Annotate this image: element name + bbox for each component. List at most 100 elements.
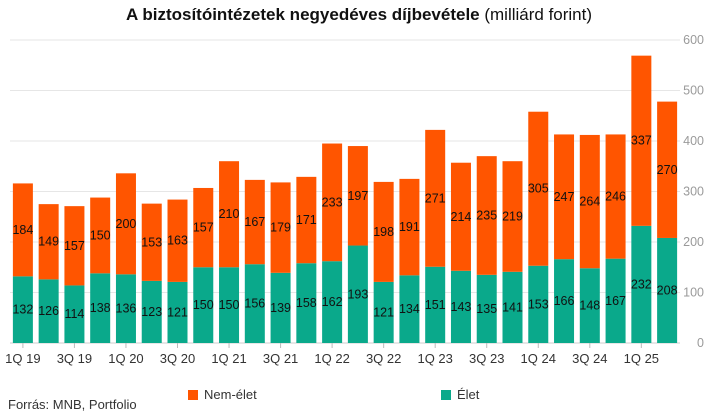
bar-nonlife [193, 187, 214, 268]
legend-item-life: Élet [441, 387, 479, 402]
bar-nonlife [12, 183, 33, 277]
data-label-nonlife: 191 [399, 220, 420, 234]
bar-life [347, 245, 368, 343]
data-label-life: 139 [270, 301, 291, 315]
legend-label-life: Élet [457, 387, 480, 402]
bar-life [90, 273, 111, 343]
data-label-nonlife: 235 [476, 208, 497, 222]
bar-nonlife [296, 176, 317, 264]
data-label-nonlife: 337 [631, 134, 652, 148]
data-label-nonlife: 171 [296, 213, 317, 227]
bar-life [12, 276, 33, 343]
data-label-nonlife: 247 [554, 190, 575, 204]
bar-nonlife [373, 181, 394, 282]
bar-life [528, 265, 549, 343]
bar-nonlife [167, 199, 188, 282]
data-label-life: 135 [476, 302, 497, 316]
data-label-life: 136 [116, 302, 137, 316]
data-label-nonlife: 198 [373, 225, 394, 239]
x-axis-ticks: 1Q 19 3Q 19 1Q 20 3Q 20 1Q 21 3Q 21 1Q 22 3Q 22… [5, 343, 659, 366]
bar-life [399, 275, 420, 343]
data-label-life: 148 [579, 299, 600, 313]
data-label-nonlife: 179 [270, 221, 291, 235]
chart-title: A biztosítóintézetek negyedéves díjbevét… [0, 5, 718, 25]
x-tick-label: 1Q 25 [624, 351, 659, 366]
y-tick-label: 0 [697, 336, 704, 350]
data-label-life: 162 [322, 295, 343, 309]
bar-nonlife [347, 146, 368, 246]
bar-nonlife [476, 156, 497, 275]
bar-life [657, 237, 678, 343]
bar-nonlife [554, 134, 575, 260]
y-tick-label: 500 [683, 84, 704, 98]
x-tick-label: 1Q 21 [211, 351, 246, 366]
source-note: Forrás: MNB, Portfolio [8, 397, 137, 412]
bar-life [579, 268, 600, 343]
data-label-nonlife: 305 [528, 182, 549, 196]
bar-life [219, 267, 240, 343]
data-label-life: 150 [219, 298, 240, 312]
bar-life [167, 281, 188, 343]
legend-item-nonlife: Nem-élet [188, 387, 257, 402]
bar-nonlife [657, 101, 678, 238]
bar-nonlife [528, 111, 549, 266]
x-tick-label: 1Q 23 [417, 351, 452, 366]
bar-life [373, 281, 394, 343]
data-label-nonlife: 149 [38, 235, 59, 249]
bar-life [296, 263, 317, 343]
x-tick-label: 3Q 19 [57, 351, 92, 366]
data-label-life: 126 [38, 304, 59, 318]
x-tick-label: 3Q 23 [469, 351, 504, 366]
data-label-life: 150 [193, 298, 214, 312]
y-tick-label: 600 [683, 33, 704, 47]
data-label-nonlife: 197 [347, 189, 368, 203]
bar-nonlife [38, 204, 59, 280]
data-label-life: 138 [90, 301, 111, 315]
bar-life [115, 274, 136, 343]
bar-life [502, 271, 523, 343]
data-label-life: 132 [12, 303, 33, 317]
bar-nonlife [244, 179, 265, 265]
data-label-life: 166 [554, 294, 575, 308]
data-label-life: 232 [631, 277, 652, 291]
data-label-life: 121 [167, 305, 188, 319]
bar-nonlife [141, 203, 162, 281]
bar-life [193, 267, 214, 343]
data-label-life: 134 [399, 302, 420, 316]
data-label-nonlife: 270 [657, 163, 678, 177]
data-label-life: 121 [373, 305, 394, 319]
legend-label-nonlife: Nem-élet [204, 387, 257, 402]
data-label-nonlife: 153 [141, 235, 162, 249]
data-label-life: 114 [64, 307, 84, 321]
bar-life [141, 280, 162, 343]
data-label-nonlife: 200 [116, 217, 137, 231]
data-labels: 132 184 126 149 114 157 138 150 136 200 123 153 121 1… [12, 134, 677, 321]
bar-life [38, 279, 59, 343]
y-tick-label: 400 [683, 134, 704, 148]
bar-nonlife [605, 134, 626, 259]
bar-nonlife [115, 173, 136, 275]
data-label-life: 167 [605, 294, 626, 308]
bar-life [554, 259, 575, 343]
bar-nonlife [270, 182, 291, 273]
data-label-nonlife: 210 [219, 207, 240, 221]
x-tick-label: 3Q 20 [160, 351, 195, 366]
data-label-nonlife: 184 [12, 223, 33, 237]
data-label-life: 158 [296, 296, 317, 310]
x-tick-label: 1Q 24 [521, 351, 556, 366]
bar-life [476, 274, 497, 343]
data-label-life: 151 [425, 298, 446, 312]
y-tick-label: 200 [683, 235, 704, 249]
bar-life [270, 272, 291, 343]
bar-nonlife [502, 161, 523, 272]
bar-nonlife [64, 206, 85, 286]
legend-swatch-life [441, 389, 451, 400]
grid-lines [10, 39, 680, 344]
data-label-nonlife: 163 [167, 234, 188, 248]
x-tick-label: 1Q 22 [314, 351, 349, 366]
data-label-life: 123 [141, 305, 162, 319]
y-tick-label: 100 [683, 286, 704, 300]
x-tick-label: 1Q 20 [108, 351, 143, 366]
